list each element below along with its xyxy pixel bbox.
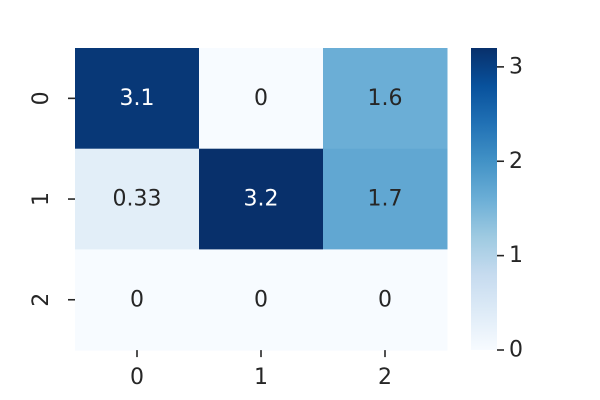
- heatmap-cell-2-2: [323, 249, 448, 351]
- colorbar-tick-label-3: 3: [509, 54, 523, 79]
- colorbar-gradient: [471, 48, 497, 350]
- cell-value-label-0-2: 1.6: [368, 86, 403, 111]
- x-axis: 0 1 2: [130, 350, 392, 390]
- x-tick-label-1: 1: [254, 365, 268, 390]
- cell-value-label-0-1: 0: [254, 86, 268, 111]
- heatmap-cell-0-2: [323, 48, 448, 150]
- heatmap-cell-1-0: [75, 148, 200, 250]
- heatmap-cell-0-1: [199, 48, 324, 150]
- cell-value-label-2-0: 0: [130, 287, 144, 312]
- cell-value-label-0-0: 3.1: [120, 86, 155, 111]
- x-tick-label-0: 0: [130, 365, 144, 390]
- heatmap-cell-1-2: [323, 148, 448, 250]
- y-axis: 0 1 2: [29, 91, 75, 307]
- heatmap-cell-2-1: [199, 249, 324, 351]
- x-tick-label-2: 2: [378, 365, 392, 390]
- cell-value-label-1-1: 3.2: [244, 187, 279, 212]
- heatmap-cells: [75, 48, 448, 351]
- cell-value-label-1-0: 0.33: [113, 187, 162, 212]
- cell-value-label-1-2: 1.7: [368, 187, 403, 212]
- cell-value-label-2-2: 0: [378, 287, 392, 312]
- heatmap-cell-0-0: [75, 48, 200, 150]
- y-tick-label-2: 2: [29, 293, 54, 307]
- colorbar-ticks: 0 1 2 3: [497, 54, 523, 363]
- heatmap-cell-1-1: [199, 148, 324, 250]
- y-tick-label-1: 1: [29, 192, 54, 206]
- y-tick-label-0: 0: [29, 91, 54, 105]
- heatmap-cell-2-0: [75, 249, 200, 351]
- cell-value-label-2-1: 0: [254, 287, 268, 312]
- heatmap-cell-labels: 3.1 0 1.6 0.33 3.2 1.7 0 0 0: [113, 86, 403, 312]
- colorbar-tick-label-0: 0: [509, 338, 523, 363]
- colorbar-tick-label-1: 1: [509, 243, 523, 268]
- colorbar: 0 1 2 3: [471, 48, 523, 363]
- colorbar-tick-label-2: 2: [509, 149, 523, 174]
